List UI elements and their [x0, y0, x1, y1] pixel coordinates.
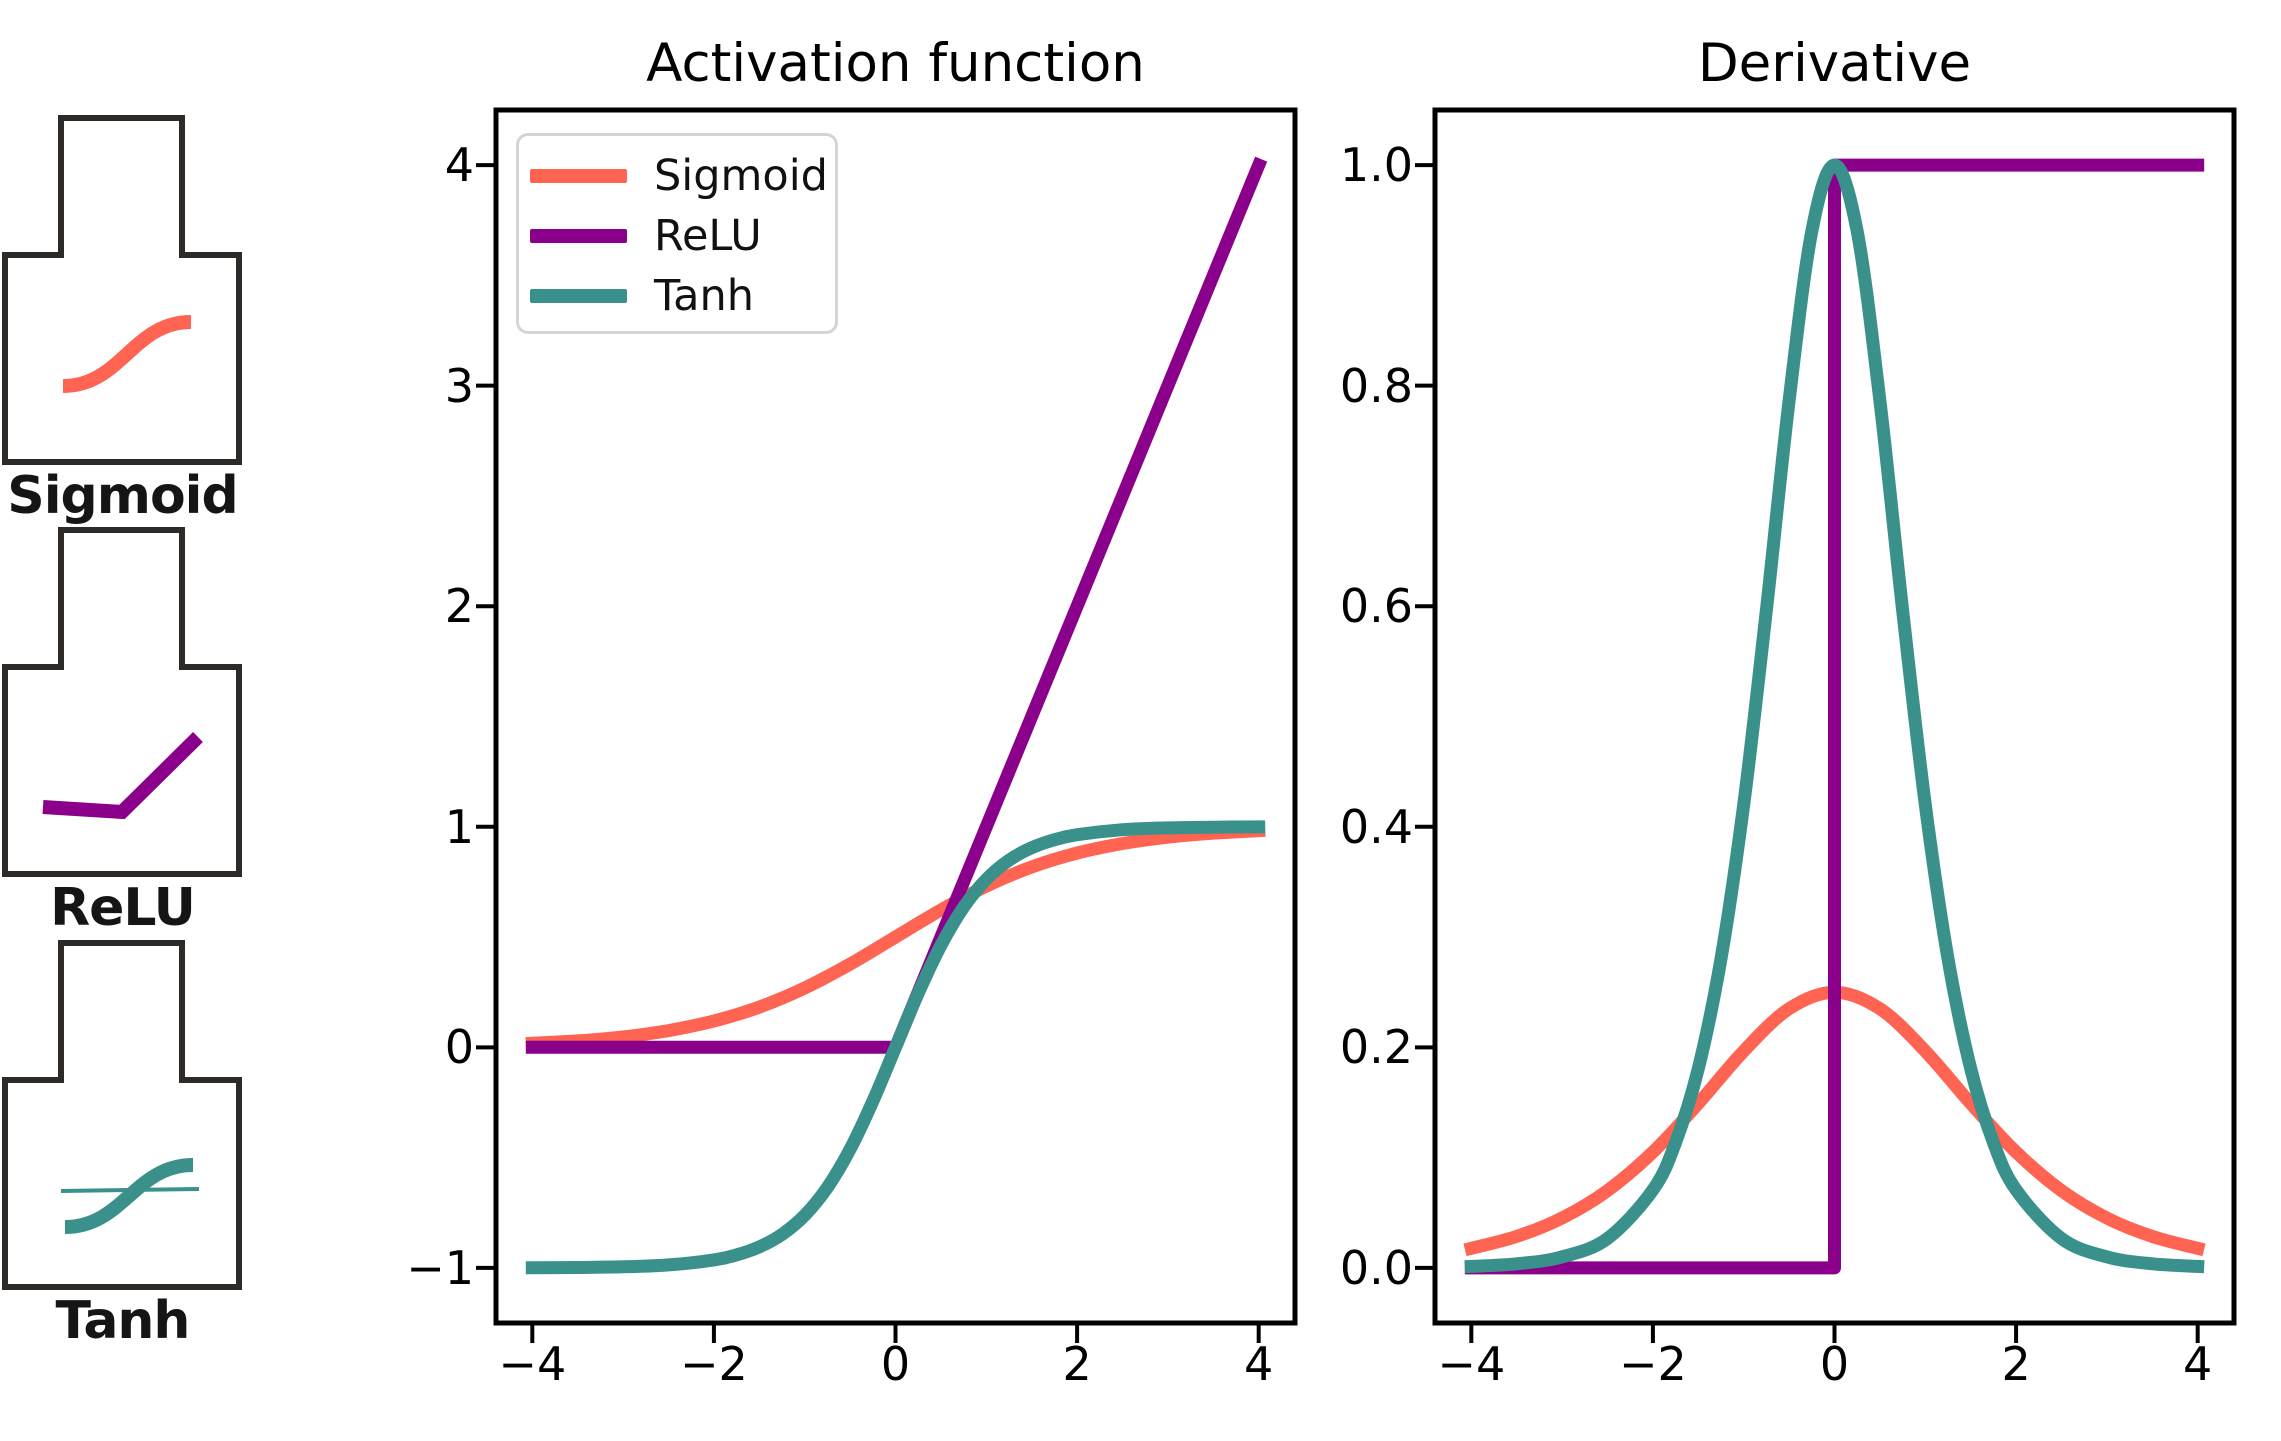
y-tick-label: 3 — [444, 358, 474, 413]
y-tick-label: 1.0 — [1339, 138, 1413, 193]
y-tick-label: 0.6 — [1339, 579, 1413, 634]
y-tick-label: 0.2 — [1339, 1020, 1413, 1075]
x-tick-label: 0 — [880, 1337, 911, 1391]
curve-relu-derivative — [1464, 158, 2205, 1275]
x-tick-label: −2 — [680, 1337, 748, 1391]
tanh-mini-curve-icon — [64, 1158, 194, 1234]
neuron-body-shape — [2, 115, 242, 465]
x-tick-label: 0 — [1819, 1337, 1850, 1391]
legend-label-tanh: Tanh — [654, 271, 755, 321]
y-tick-label: 0.0 — [1339, 1240, 1413, 1295]
y-tick-label: 0.8 — [1339, 358, 1413, 413]
legend: Sigmoid ReLU Tanh — [516, 133, 838, 334]
derivative-plot-title: Derivative — [1697, 33, 1972, 94]
x-tick-label: 4 — [1244, 1337, 1274, 1391]
sigmoid-mini-curve-icon — [62, 315, 192, 393]
x-tick-label: 4 — [2183, 1337, 2213, 1391]
legend-label-relu: ReLU — [654, 211, 762, 261]
y-tick-label: 1 — [444, 799, 474, 854]
relu-mini-curve-icon — [42, 732, 203, 820]
x-tick-label: −2 — [1619, 1337, 1687, 1391]
y-tick-label: 2 — [444, 579, 474, 634]
legend-swatch-relu — [530, 229, 627, 243]
relu-neuron-icon — [2, 527, 242, 877]
legend-row-tanh: Tanh — [530, 266, 835, 326]
relu-icon-label: ReLU — [50, 878, 196, 938]
legend-row-sigmoid: Sigmoid — [530, 146, 835, 206]
y-tick-label: 4 — [444, 138, 474, 193]
y-tick-label: 0.4 — [1339, 799, 1413, 854]
axes-spines — [1432, 107, 2237, 1326]
legend-swatch-sigmoid — [530, 169, 627, 183]
y-tick-label: −1 — [406, 1240, 474, 1295]
legend-swatch-tanh — [530, 289, 627, 303]
x-tick-label: −4 — [498, 1337, 567, 1391]
sigmoid-neuron-icon — [2, 115, 242, 465]
activation-plot-title: Activation function — [646, 33, 1145, 94]
sigmoid-icon-label: Sigmoid — [7, 466, 238, 526]
tanh-neuron-icon — [2, 940, 242, 1290]
y-tick-label: 0 — [444, 1020, 474, 1075]
neuron-body-shape — [2, 527, 242, 877]
curve-tanh — [525, 820, 1266, 1275]
curve-sigmoid — [525, 823, 1266, 1051]
curve-tanh-derivative — [1464, 158, 2205, 1274]
neuron-body-shape — [2, 940, 242, 1290]
x-tick-label: 2 — [2001, 1337, 2031, 1391]
x-tick-label: −4 — [1437, 1337, 1506, 1391]
axes-spines — [493, 107, 1298, 1326]
legend-label-sigmoid: Sigmoid — [654, 151, 828, 201]
legend-row-relu: ReLU — [530, 206, 835, 266]
x-tick-label: 2 — [1062, 1337, 1092, 1391]
tanh-icon-label: Tanh — [55, 1291, 191, 1351]
